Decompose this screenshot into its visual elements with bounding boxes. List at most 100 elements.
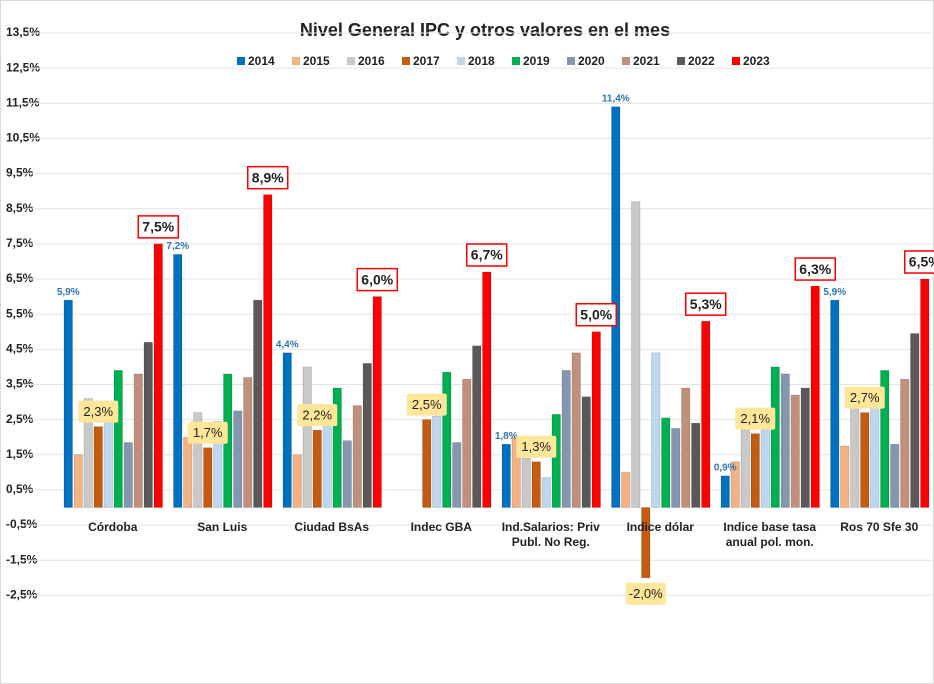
bar [63, 299, 73, 508]
legend-swatch [512, 57, 520, 65]
bar [153, 243, 163, 508]
bar [442, 371, 452, 508]
bar [452, 442, 462, 508]
x-tick-label: Ros 70 Sfe 30 [840, 519, 919, 534]
bar [103, 415, 113, 508]
bar [462, 378, 472, 508]
bar [890, 443, 900, 508]
bar [651, 352, 661, 508]
bar [73, 454, 83, 508]
x-tick-label: Indice base tasa anual pol. mon. [723, 519, 817, 549]
x-tick-label: Ciudad BsAs [294, 519, 370, 534]
value-label: 5,3% [690, 296, 722, 312]
legend-label: 2015 [303, 54, 330, 68]
y-tick-label: 4,5% [6, 341, 34, 355]
bar [910, 333, 920, 508]
y-tick-label: -2,5% [6, 588, 38, 602]
x-tick-label: Córdoba [88, 519, 138, 534]
value-label: 7,2% [166, 241, 189, 252]
value-label-box [187, 421, 228, 444]
value-label-box [466, 243, 508, 267]
bar [352, 405, 362, 508]
bar [342, 440, 352, 508]
y-tick-label: 6,5% [6, 271, 34, 285]
value-label-box [735, 407, 776, 430]
legend-swatch [347, 57, 355, 65]
bar [551, 414, 561, 508]
bar [302, 366, 312, 508]
y-tick-label: -1,5% [6, 552, 38, 566]
bar [770, 366, 780, 508]
bar [432, 415, 442, 508]
bar [472, 345, 482, 508]
bar [691, 422, 701, 508]
value-label: 6,3% [799, 261, 831, 277]
legend-swatch [677, 57, 685, 65]
legend-label: 2014 [248, 54, 275, 68]
bar [422, 419, 432, 508]
value-label: 6,5% [909, 254, 934, 270]
value-label-box [844, 386, 885, 409]
value-label-box [794, 257, 836, 281]
bar [312, 429, 322, 508]
bar [521, 458, 531, 508]
bar [511, 436, 521, 508]
y-tick-label: 10,5% [6, 131, 40, 145]
bar [860, 412, 870, 508]
bar [850, 401, 860, 508]
bar [780, 373, 790, 508]
bar [501, 443, 511, 508]
bar [143, 342, 153, 508]
bar [760, 426, 770, 508]
value-label: 4,4% [276, 339, 299, 350]
value-label: 7,5% [142, 219, 174, 235]
bar [800, 387, 810, 508]
y-tick-label: 0,5% [6, 482, 34, 496]
legend-label: 2016 [358, 54, 385, 68]
legend-swatch [402, 57, 410, 65]
y-tick-label: 9,5% [6, 166, 34, 180]
bar [840, 445, 850, 508]
y-tick-label: 1,5% [6, 447, 34, 461]
value-label-box [575, 303, 617, 327]
bar [362, 363, 372, 508]
bar [681, 387, 691, 508]
value-label-box [297, 404, 338, 427]
x-tick-label: Ind.Salarios: Priv Publ. No Reg. [501, 519, 600, 549]
legend-label: 2017 [413, 54, 440, 68]
y-tick-label: 5,5% [6, 306, 34, 320]
value-label: 5,9% [823, 287, 846, 298]
bar [661, 417, 671, 508]
bar [631, 201, 641, 508]
legend-label: 2020 [578, 54, 605, 68]
bar [730, 461, 740, 508]
bar [332, 387, 342, 508]
bar [641, 507, 651, 579]
value-label-box [625, 582, 666, 605]
bar [571, 352, 581, 508]
bar [83, 398, 93, 508]
value-label: 1,7% [193, 425, 223, 440]
legend-swatch [457, 57, 465, 65]
value-label: 2,5% [412, 397, 442, 412]
legend-label: 2018 [468, 54, 495, 68]
x-tick-label: Indice dólar [626, 519, 694, 534]
bar [830, 299, 840, 508]
bar [213, 421, 223, 508]
bar [880, 370, 890, 508]
value-label: 1,8% [495, 431, 518, 442]
value-label: 5,9% [57, 287, 80, 298]
value-label: 6,7% [471, 247, 503, 263]
legend-swatch [237, 57, 245, 65]
bar [133, 373, 143, 508]
y-tick-label: 11,5% [6, 95, 40, 109]
bar [701, 320, 711, 508]
value-label: 6,0% [361, 271, 393, 287]
bar [193, 412, 203, 508]
value-label: 1,3% [521, 439, 551, 454]
value-label: 0,9% [714, 463, 737, 474]
bar [591, 331, 601, 508]
bar [123, 442, 133, 508]
